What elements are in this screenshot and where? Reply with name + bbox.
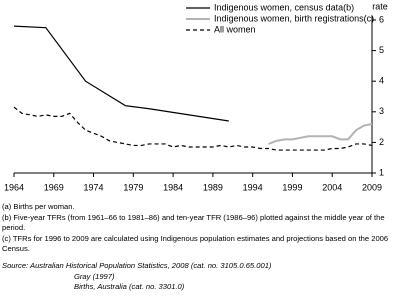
x-tick-label: 2009 <box>362 182 382 192</box>
y-tick-label: 1 <box>379 167 384 177</box>
y-tick-label: 6 <box>379 14 384 24</box>
chart: rate 1964 1969 1974 1979 1984 1989 1994 1999 200… <box>4 1 388 192</box>
source-line: Source: Australian Historical Population… <box>2 261 272 270</box>
x-tick-label: 1994 <box>243 182 263 192</box>
legend-label: Indigenous women, birth registrations(c) <box>214 13 374 23</box>
source-line: Gray (1997) <box>74 271 115 281</box>
series-line <box>268 123 373 145</box>
series-line <box>13 106 373 151</box>
x-tick-label: 2004 <box>322 182 342 192</box>
source: Source: Australian Historical Population… <box>2 261 392 293</box>
y-tick-label: 5 <box>379 45 384 55</box>
x-tick-label: 1984 <box>163 182 183 192</box>
x-tick-label: 1989 <box>203 182 223 192</box>
note: (a) Births per woman. <box>2 202 75 211</box>
y-tick-label: 3 <box>379 106 384 116</box>
x-tick-label: 1999 <box>282 182 302 192</box>
x-tick-label: 1969 <box>44 182 64 192</box>
series-line <box>13 25 229 122</box>
note: (b) Five-year TFRs (from 1961–66 to 1981… <box>2 212 385 233</box>
legend-label: Indigenous women, census data(b) <box>214 2 354 12</box>
x-tick-label: 1964 <box>4 182 24 192</box>
x-tick-label: 1974 <box>84 182 104 192</box>
source-line: Births, Australia (cat. no. 3301.0) <box>74 282 185 291</box>
y-tick-label: 4 <box>379 76 384 86</box>
x-tick-label: 1979 <box>123 182 143 192</box>
legend-label: All women <box>214 24 256 34</box>
notes: (a) Births per woman. (b) Five-year TFRs … <box>2 202 392 255</box>
legend: Indigenous women, census data(b)Indigeno… <box>186 2 374 34</box>
note: (c) TFRs for 1996 to 2009 are calculated… <box>2 233 389 254</box>
y-tick-label: 2 <box>379 137 384 147</box>
y-axis-label: rate <box>372 1 388 11</box>
